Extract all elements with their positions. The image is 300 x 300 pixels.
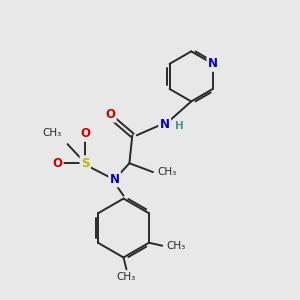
Text: CH₃: CH₃ bbox=[42, 128, 62, 138]
Text: CH₃: CH₃ bbox=[117, 272, 136, 282]
Text: O: O bbox=[105, 108, 115, 121]
Text: CH₃: CH₃ bbox=[158, 167, 177, 177]
Text: N: N bbox=[160, 118, 170, 131]
Text: CH₃: CH₃ bbox=[167, 241, 186, 251]
Text: O: O bbox=[80, 127, 90, 140]
Text: S: S bbox=[81, 157, 89, 170]
Text: O: O bbox=[52, 157, 62, 170]
Text: H: H bbox=[175, 122, 184, 131]
Text: N: N bbox=[110, 173, 120, 186]
Text: N: N bbox=[208, 57, 218, 70]
